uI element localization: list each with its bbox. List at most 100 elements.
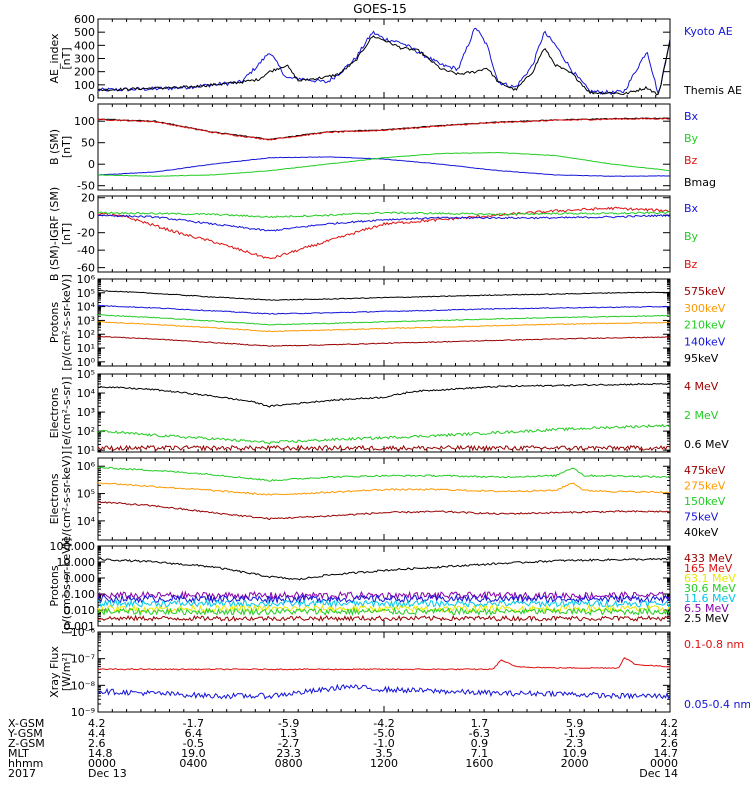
y-axis-label-line: B (SM)	[48, 129, 61, 165]
legend-entry: 0.05-0.4 nm	[684, 698, 750, 711]
x-row-label: X-GSM	[8, 717, 44, 730]
x-cell: 1600	[465, 757, 493, 770]
series-bigrf-0	[97, 206, 671, 260]
y-tick-label: 10²	[77, 425, 95, 438]
legend-entry: 165 MeV	[684, 562, 733, 575]
x-row-label: 2017	[8, 767, 36, 780]
y-tick-label: 10³	[77, 314, 95, 327]
x-cell: 1200	[370, 757, 398, 770]
x-cell: 4.2	[88, 717, 106, 730]
x-cell: 4.4	[88, 727, 106, 740]
legend-entry: 433 MeV	[684, 552, 733, 565]
x-cell: 0.9	[471, 737, 489, 750]
y-tick-label: 100	[74, 79, 95, 92]
series-protons1-2	[98, 314, 671, 326]
x-cell: 14.8	[88, 747, 113, 760]
y-tick-label: 10⁰	[77, 356, 96, 369]
panel-frame	[97, 373, 671, 453]
panel-frame	[97, 631, 671, 713]
legend-entry: 0.6 MeV	[684, 438, 729, 451]
y-tick-label: 10⁻⁸	[71, 679, 96, 692]
y-axis-label-line: Electrons	[48, 387, 61, 438]
x-row-label: Z-GSM	[8, 737, 45, 750]
y-axis-label-line: B (SM)-IGRF (SM)	[48, 187, 61, 281]
y-axis-label: Electrons[e/(cm²-s-sr)]	[48, 377, 73, 450]
legend-entry: 4 MeV	[684, 380, 719, 393]
y-tick-label: -20	[77, 227, 95, 240]
y-tick-label: 10⁵	[77, 488, 95, 501]
x-cell: 7.1	[471, 747, 489, 760]
series-protons2-1	[97, 590, 671, 601]
series-bsm-1	[97, 117, 671, 141]
series-electrons1-2	[97, 444, 671, 452]
legend-entry: Bmag	[684, 176, 716, 189]
y-tick-label: 10³	[77, 406, 95, 419]
y-tick-label: 10¹	[77, 444, 95, 457]
series-electrons1-0	[97, 382, 671, 408]
y-axis-label-line: [e/(cm²-s-sr-keV)]	[60, 451, 73, 547]
y-tick-label: 10⁶	[77, 273, 96, 286]
x-cell: 0000	[88, 757, 116, 770]
x-cell: Dec 14	[639, 767, 678, 780]
legend-entry: Themis AE	[683, 84, 742, 97]
x-cell: 0000	[650, 757, 678, 770]
panel-frame	[97, 103, 671, 191]
panel-protons2: 0.0010.0100.1001.00010.000100.000Protons…	[48, 538, 736, 635]
y-tick-label: 10.000	[57, 556, 96, 569]
series-xray-1	[97, 683, 671, 700]
x-cell: 14.7	[654, 747, 679, 760]
legend-entry: 140keV	[684, 335, 726, 348]
series-protons2-6	[97, 614, 671, 623]
legend-entry: 575keV	[684, 285, 726, 298]
y-tick-label: 10⁻⁶	[71, 626, 96, 639]
plot-title: GOES-15	[353, 2, 407, 16]
series-electrons1-1	[97, 423, 671, 445]
y-tick-label: 0	[88, 158, 95, 171]
series-bsm-2	[97, 156, 671, 177]
x-cell: 1.7	[471, 717, 489, 730]
legend-entry: 150keV	[684, 495, 726, 508]
series-ae-0	[97, 27, 671, 96]
y-axis-label-line: Protons	[48, 565, 61, 606]
series-bigrf-1	[97, 214, 671, 232]
x-cell: 23.3	[276, 747, 301, 760]
y-axis-label-line: [p/(cm²-s-sr-keV)]	[60, 538, 73, 635]
y-tick-label: 0.010	[64, 604, 96, 617]
legend-entry: Kyoto AE	[684, 25, 733, 38]
series-protons1-1	[97, 304, 671, 315]
panel-electrons1: 10¹ 10² 10³ 10⁴ 10⁵ Electrons[e/(cm²-s-sr)] 4 …	[48, 368, 729, 457]
legend-entry: 11.6 MeV	[684, 592, 736, 605]
legend-entry: By	[684, 132, 699, 145]
x-cell: -6.3	[469, 727, 490, 740]
x-cell: 6.4	[185, 727, 203, 740]
legend-entry: 63.1 MeV	[684, 572, 736, 585]
x-cell: -4.2	[373, 717, 394, 730]
series-bsm-3	[98, 151, 671, 177]
y-tick-label: 10⁴	[77, 301, 96, 314]
y-tick-label: 10¹	[77, 342, 95, 355]
y-axis-label: Protons[p/(cm²-s-sr-keV)]	[48, 274, 73, 371]
x-cell: -1.9	[564, 727, 585, 740]
series-electrons2-0	[97, 466, 671, 482]
legend-entry: 40keV	[684, 526, 719, 539]
x-cell: 5.9	[566, 717, 584, 730]
panel-bigrf: -60 -40 -20 0 20 B (SM)-IGRF (SM)[nT] Bx By Bz	[48, 187, 699, 281]
x-cell: 4.4	[661, 727, 679, 740]
legend-entry: 95keV	[684, 352, 719, 365]
legend-entry: 475keV	[684, 464, 726, 477]
series-bsm-0	[97, 117, 671, 141]
y-tick-label: 10²	[77, 328, 95, 341]
y-axis-label-line: [nT]	[60, 47, 73, 69]
y-tick-label: 10⁶	[77, 460, 96, 473]
x-cell: 2.6	[661, 737, 679, 750]
y-tick-label: 200	[74, 66, 95, 79]
series-protons2-3	[97, 599, 671, 609]
legend-entry: Bz	[684, 258, 698, 271]
x-cell: 2.3	[566, 737, 584, 750]
x-cell: -5.9	[278, 717, 299, 730]
y-tick-label: 10⁵	[77, 287, 95, 300]
series-electrons2-1	[97, 482, 671, 496]
x-cell: -1.7	[183, 717, 204, 730]
